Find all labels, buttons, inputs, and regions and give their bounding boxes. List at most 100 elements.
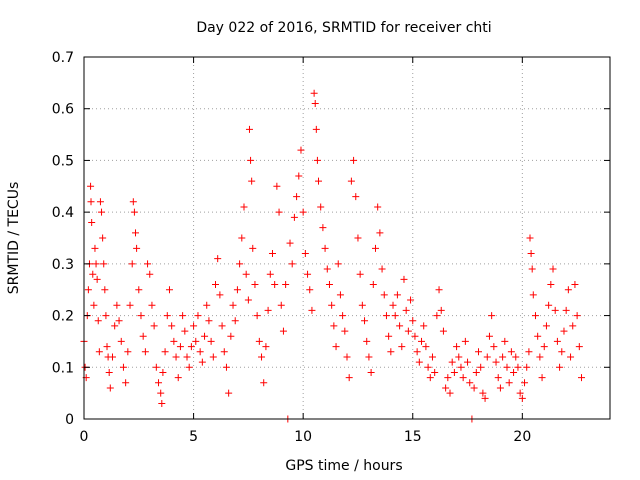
data-point — [84, 286, 92, 294]
data-point — [299, 208, 307, 216]
data-point — [88, 218, 96, 226]
data-point — [157, 389, 165, 397]
data-point — [126, 301, 134, 309]
data-point — [553, 337, 561, 345]
data-point — [536, 353, 544, 361]
data-point — [293, 193, 301, 201]
data-point — [212, 281, 219, 289]
y-tick-label: 0.4 — [52, 205, 74, 221]
data-point — [146, 270, 154, 278]
data-point — [183, 353, 191, 361]
data-point — [260, 379, 268, 387]
data-point — [251, 281, 259, 289]
data-point — [413, 348, 421, 356]
x-tick-label: 15 — [404, 429, 422, 445]
data-point — [268, 250, 276, 258]
data-point — [415, 358, 423, 366]
data-point — [343, 353, 351, 361]
data-point — [453, 343, 461, 351]
data-point — [321, 244, 329, 252]
data-point — [341, 327, 349, 335]
data-point — [363, 337, 371, 345]
data-point — [526, 234, 534, 242]
data-point — [490, 343, 498, 351]
grid-lines — [84, 57, 610, 419]
data-point — [313, 156, 321, 164]
data-point — [558, 348, 566, 356]
data-point — [133, 244, 141, 252]
data-point — [365, 353, 373, 361]
data-point — [356, 270, 364, 278]
data-point — [150, 322, 158, 330]
data-point — [264, 306, 272, 314]
data-point — [575, 343, 583, 351]
data-point — [187, 343, 195, 351]
data-point — [400, 275, 408, 283]
data-point — [578, 374, 586, 382]
data-point — [361, 317, 369, 325]
data-point — [315, 177, 323, 185]
data-point — [442, 384, 450, 392]
data-point — [247, 156, 255, 164]
data-point — [128, 260, 136, 268]
data-point — [220, 348, 228, 356]
data-point — [115, 317, 123, 325]
data-point — [347, 177, 355, 185]
data-point — [389, 301, 397, 309]
data-point — [437, 306, 445, 314]
data-point — [328, 301, 336, 309]
y-tick-label: 0.2 — [52, 309, 74, 325]
data-point — [310, 89, 318, 97]
data-point — [308, 306, 316, 314]
data-point — [87, 198, 95, 206]
data-point — [492, 358, 500, 366]
data-point — [512, 353, 520, 361]
data-point — [551, 306, 559, 314]
data-point — [350, 156, 358, 164]
data-point — [301, 250, 309, 258]
data-point — [244, 296, 252, 304]
data-point — [325, 281, 333, 289]
data-point — [273, 182, 281, 190]
data-point — [163, 312, 171, 320]
data-point — [96, 198, 104, 206]
data-point — [402, 306, 410, 314]
data-point — [404, 327, 412, 335]
data-point — [450, 368, 458, 376]
data-point — [245, 125, 253, 133]
data-point — [376, 229, 384, 237]
data-point — [466, 379, 474, 387]
data-point — [525, 348, 533, 356]
data-point — [527, 250, 535, 258]
data-point — [176, 343, 184, 351]
data-point — [129, 198, 137, 206]
data-point — [91, 244, 99, 252]
data-point — [422, 343, 430, 351]
data-point — [229, 301, 237, 309]
x-tick-label: 10 — [294, 429, 312, 445]
data-point — [336, 291, 344, 299]
data-point — [510, 368, 518, 376]
data-point — [222, 363, 230, 371]
data-point — [538, 374, 546, 382]
x-tick-label: 20 — [513, 429, 531, 445]
axis-ticks — [83, 56, 610, 420]
data-point — [470, 384, 478, 392]
data-point — [92, 260, 100, 268]
data-point — [218, 322, 226, 330]
data-point — [573, 312, 581, 320]
data-point — [501, 337, 509, 345]
data-point — [439, 327, 447, 335]
data-point — [207, 337, 215, 345]
data-point — [428, 353, 436, 361]
data-point — [556, 363, 564, 371]
data-point — [101, 286, 109, 294]
y-tick-label: 0.7 — [52, 50, 74, 66]
data-point — [312, 125, 320, 133]
data-point — [279, 327, 287, 335]
data-point — [137, 312, 145, 320]
data-point — [286, 239, 294, 247]
data-point — [249, 244, 257, 252]
data-point — [275, 208, 283, 216]
data-point — [564, 286, 572, 294]
